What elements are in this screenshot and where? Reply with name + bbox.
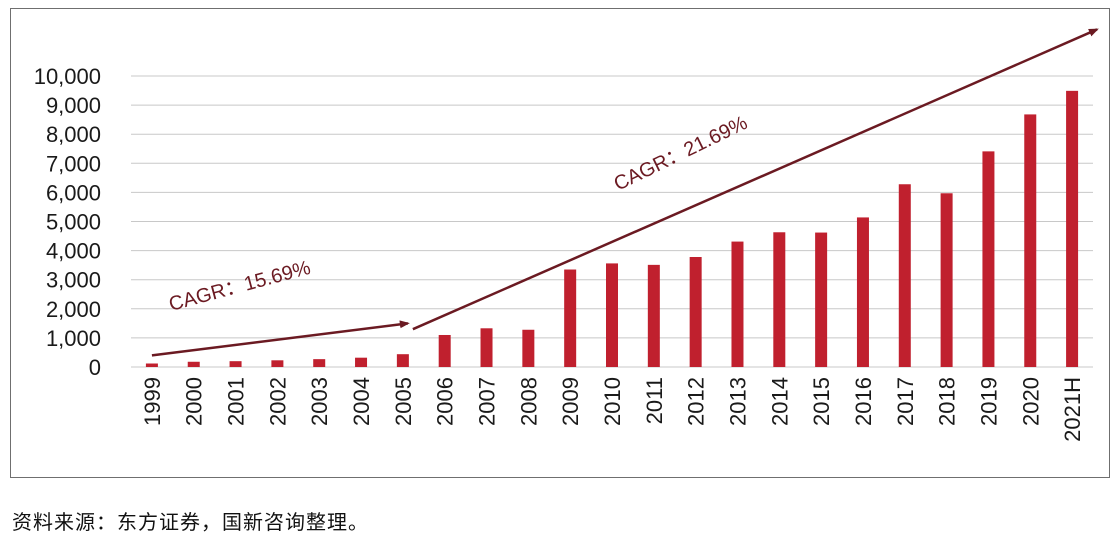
x-tick-label: 2005 — [391, 377, 416, 426]
bar — [564, 269, 577, 367]
bar-chart: 0 1,000 2,000 3,000 4,000 5,000 6,000 7,000 8,00… — [34, 28, 1099, 442]
x-tick-label: 2018 — [935, 377, 960, 426]
bar — [396, 354, 409, 367]
bar — [438, 334, 451, 367]
x-tick-label: 2004 — [349, 377, 374, 426]
y-tick-label: 2,000 — [46, 297, 101, 322]
y-tick-label: 0 — [89, 355, 101, 380]
x-tick-label: 2002 — [265, 377, 290, 426]
bar — [647, 264, 660, 367]
x-tick-label: 2009 — [558, 377, 583, 426]
x-tick-label: 1999 — [140, 377, 165, 426]
y-tick-label: 1,000 — [46, 326, 101, 351]
bar — [815, 232, 828, 367]
x-tick-label: 2020 — [1018, 377, 1043, 426]
bar — [522, 329, 535, 367]
chart-frame: 0 1,000 2,000 3,000 4,000 5,000 6,000 7,000 8,00… — [10, 8, 1110, 478]
bar — [982, 151, 995, 367]
x-tick-label: 2003 — [307, 377, 332, 426]
bar — [940, 193, 953, 367]
y-tick-label: 5,000 — [46, 210, 101, 235]
y-tick-label: 10,000 — [34, 64, 101, 89]
y-tick-label: 8,000 — [46, 122, 101, 147]
x-tick-label: 2007 — [475, 377, 500, 426]
bar — [313, 359, 326, 367]
cagr-label: CAGR：21.69% — [611, 112, 752, 196]
x-tick-label: 2017 — [893, 377, 918, 426]
x-tick-label: 2013 — [725, 377, 750, 426]
bar — [898, 184, 911, 367]
x-tick-label: 2015 — [809, 377, 834, 426]
bar — [606, 263, 618, 367]
x-tick-label: 2019 — [976, 377, 1001, 426]
bar — [187, 361, 200, 367]
cagr-arrow — [412, 28, 1099, 331]
x-tick-label: 2008 — [516, 377, 541, 426]
x-tick-label: 2010 — [600, 377, 625, 426]
x-tick-label: 2016 — [851, 377, 876, 426]
x-tick-label: 2006 — [433, 377, 458, 426]
x-tick-label: 2001 — [224, 377, 249, 426]
y-tick-label: 6,000 — [46, 180, 101, 205]
bar — [1024, 114, 1037, 367]
y-tick-label: 4,000 — [46, 239, 101, 264]
source-note: 资料来源：东方证券，国新咨询整理。 — [12, 510, 369, 534]
x-tick-label: 2014 — [767, 377, 792, 426]
x-tick-label: 2011 — [642, 377, 667, 424]
bar — [773, 232, 786, 367]
y-tick-label: 3,000 — [46, 268, 101, 293]
x-tick-label: 2012 — [684, 377, 709, 426]
x-tick-label: 2000 — [182, 377, 207, 426]
y-tick-label: 9,000 — [46, 93, 101, 118]
y-tick-label: 7,000 — [46, 151, 101, 176]
x-tick-label: 2021H — [1060, 377, 1085, 442]
bar — [731, 241, 744, 367]
bar — [1066, 90, 1079, 367]
bar — [271, 360, 284, 367]
cagr-arrow — [151, 320, 410, 357]
bar — [689, 257, 702, 367]
bar — [145, 363, 158, 367]
bar — [480, 328, 493, 367]
bar — [229, 361, 242, 367]
bar — [856, 217, 869, 367]
bar — [355, 357, 368, 367]
cagr-label: CAGR：15.69% — [167, 257, 314, 316]
